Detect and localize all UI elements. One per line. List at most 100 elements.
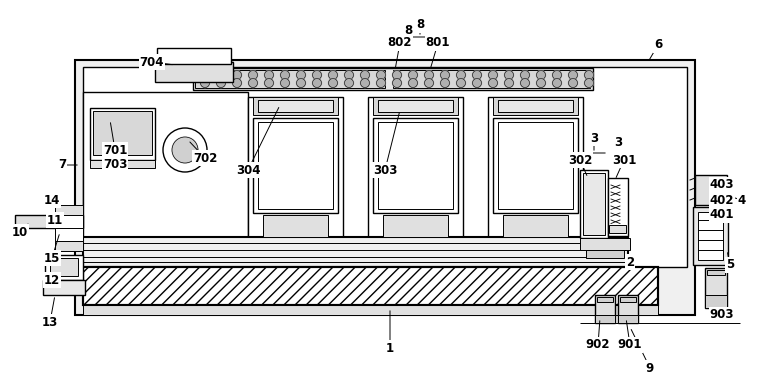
Bar bbox=[488, 97, 583, 237]
Bar bbox=[263, 215, 328, 237]
Circle shape bbox=[392, 70, 402, 80]
Bar bbox=[55, 215, 83, 228]
Bar bbox=[580, 170, 608, 238]
Bar bbox=[618, 295, 638, 323]
Text: 401: 401 bbox=[710, 208, 734, 221]
Circle shape bbox=[360, 70, 369, 80]
Bar bbox=[50, 258, 78, 276]
Circle shape bbox=[504, 70, 513, 80]
Bar bbox=[83, 267, 658, 305]
Circle shape bbox=[344, 78, 353, 88]
Circle shape bbox=[441, 78, 450, 88]
Bar bbox=[83, 92, 248, 240]
Circle shape bbox=[568, 70, 578, 80]
Circle shape bbox=[489, 70, 497, 80]
Bar bbox=[157, 48, 231, 64]
Bar bbox=[580, 238, 630, 250]
Text: 903: 903 bbox=[710, 309, 734, 322]
Bar bbox=[618, 315, 638, 323]
Text: 302: 302 bbox=[568, 154, 592, 166]
Bar bbox=[383, 215, 448, 237]
Bar bbox=[498, 100, 573, 112]
Bar bbox=[503, 215, 568, 237]
Bar bbox=[83, 267, 658, 305]
Bar bbox=[698, 212, 723, 260]
Circle shape bbox=[552, 70, 562, 80]
Bar bbox=[90, 160, 155, 168]
Circle shape bbox=[312, 70, 321, 80]
Circle shape bbox=[457, 70, 465, 80]
Circle shape bbox=[233, 78, 242, 88]
Bar bbox=[693, 207, 728, 265]
Text: 702: 702 bbox=[193, 152, 217, 165]
Text: 3: 3 bbox=[614, 136, 622, 149]
Text: 304: 304 bbox=[236, 163, 260, 176]
Circle shape bbox=[265, 78, 274, 88]
Bar bbox=[597, 297, 613, 302]
Bar bbox=[258, 122, 333, 209]
Circle shape bbox=[425, 70, 434, 80]
Bar bbox=[378, 100, 453, 112]
Bar bbox=[373, 118, 458, 213]
Text: 403: 403 bbox=[710, 179, 734, 192]
Circle shape bbox=[297, 78, 305, 88]
Text: 902: 902 bbox=[586, 338, 610, 352]
Circle shape bbox=[328, 70, 337, 80]
Circle shape bbox=[360, 78, 369, 88]
Text: 5: 5 bbox=[726, 258, 734, 272]
Circle shape bbox=[552, 78, 562, 88]
Bar bbox=[55, 241, 83, 251]
Circle shape bbox=[328, 78, 337, 88]
Circle shape bbox=[172, 137, 198, 163]
Circle shape bbox=[473, 70, 481, 80]
Circle shape bbox=[163, 128, 207, 172]
Circle shape bbox=[504, 78, 513, 88]
Text: 301: 301 bbox=[612, 154, 636, 166]
Text: 4: 4 bbox=[738, 194, 746, 207]
Bar bbox=[253, 97, 338, 115]
Bar bbox=[595, 295, 615, 323]
Bar bbox=[248, 97, 343, 237]
Bar bbox=[43, 280, 85, 295]
Text: 701: 701 bbox=[103, 144, 127, 157]
Bar bbox=[83, 237, 628, 267]
Text: 402: 402 bbox=[710, 194, 734, 207]
Circle shape bbox=[489, 78, 497, 88]
Circle shape bbox=[200, 70, 210, 80]
Bar bbox=[195, 70, 385, 88]
Bar bbox=[83, 67, 687, 267]
Bar bbox=[155, 62, 233, 82]
Bar bbox=[45, 255, 83, 280]
Bar bbox=[498, 122, 573, 209]
Bar bbox=[93, 111, 152, 155]
Bar bbox=[493, 97, 578, 115]
Text: 12: 12 bbox=[44, 274, 60, 287]
Circle shape bbox=[457, 78, 465, 88]
Circle shape bbox=[297, 70, 305, 80]
Text: 8: 8 bbox=[404, 24, 412, 37]
Text: 303: 303 bbox=[373, 163, 397, 176]
Bar bbox=[373, 97, 458, 115]
Text: 9: 9 bbox=[646, 362, 654, 375]
Circle shape bbox=[392, 78, 402, 88]
Bar bbox=[705, 268, 727, 308]
Text: 704: 704 bbox=[140, 56, 164, 69]
Text: 14: 14 bbox=[44, 194, 60, 207]
Text: 10: 10 bbox=[12, 226, 28, 239]
Bar bbox=[583, 173, 605, 235]
Bar bbox=[695, 175, 727, 205]
Circle shape bbox=[584, 70, 594, 80]
Bar bbox=[15, 215, 83, 228]
Bar bbox=[368, 97, 463, 237]
Text: 2: 2 bbox=[626, 256, 634, 269]
Bar bbox=[586, 250, 624, 258]
Bar bbox=[707, 270, 725, 275]
Circle shape bbox=[520, 70, 529, 80]
Text: 13: 13 bbox=[42, 315, 58, 328]
Circle shape bbox=[233, 70, 242, 80]
Circle shape bbox=[425, 78, 434, 88]
Circle shape bbox=[200, 78, 210, 88]
Bar bbox=[393, 70, 590, 88]
Circle shape bbox=[473, 78, 481, 88]
Text: 11: 11 bbox=[47, 213, 63, 226]
